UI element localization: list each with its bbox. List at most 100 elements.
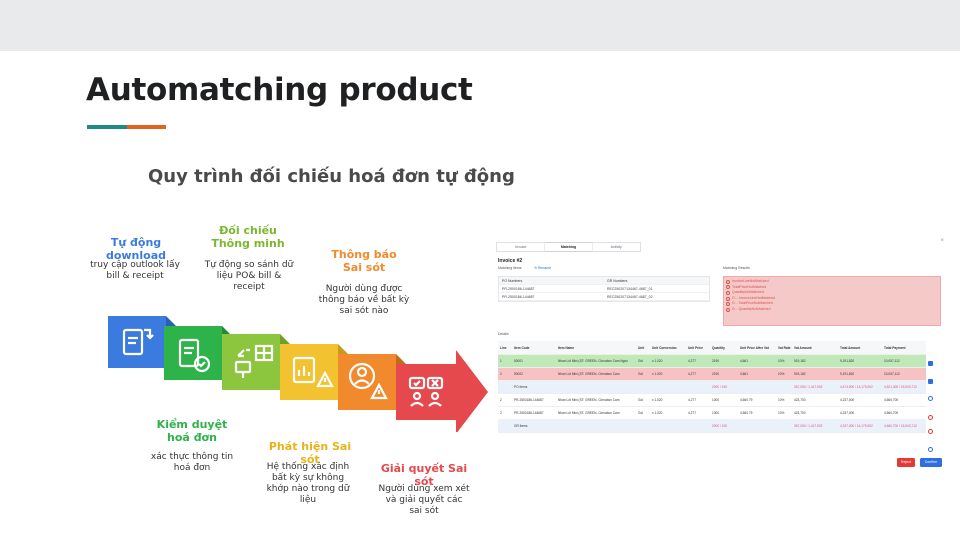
table-row[interactable]: PR-2500186-144687 REC250207134467-4687_0… xyxy=(499,293,709,301)
step-title-download: Tự động download xyxy=(105,236,167,262)
table-cell: 4,277 xyxy=(688,372,696,376)
invoice-tabs: Invoice Matching Activity xyxy=(496,242,641,252)
table-cell: 367,000 / 1,417,902 xyxy=(794,385,823,389)
error-icon xyxy=(726,279,730,284)
table-row[interactable]: GR Items 2000 / 190 367,000 / 1,417,902 4,2… xyxy=(498,420,926,433)
po-number: PR-2500186-144687 xyxy=(502,295,535,299)
table-cell: 10% xyxy=(778,398,785,402)
table-cell: 423,700 xyxy=(794,398,806,402)
column-header: Unit Conversion xyxy=(652,345,677,350)
table-cell: 919,182 xyxy=(794,359,806,363)
edit-icon[interactable] xyxy=(928,361,933,366)
table-cell: 2 xyxy=(500,411,502,415)
result-item: G... QuantityNotMatched xyxy=(726,307,938,313)
table-cell: 4,660,700 xyxy=(884,398,899,402)
table-cell: Gói xyxy=(638,359,643,363)
table-cell: 423,700 xyxy=(794,411,806,415)
step-title-detect-errors: Phát hiện Sai sót xyxy=(268,440,352,466)
result-item: InvoiceLineNotMatched xyxy=(726,279,938,285)
column-header: Total Payment xyxy=(884,345,906,350)
result-item: G... TotalPriceNotMatched xyxy=(726,301,938,307)
table-cell: 10% xyxy=(778,359,785,363)
confirm-button[interactable]: Confirm xyxy=(920,458,942,467)
rename-link[interactable]: ⟲ Rename xyxy=(534,266,552,270)
table-header: PO Numbers GR Numbers xyxy=(499,277,709,285)
table-cell: 10,057,112 xyxy=(884,372,900,376)
error-icon xyxy=(726,285,730,290)
table-cell: 4,237,000 / 14,175,902 xyxy=(840,424,873,428)
step-title-verify-invoice: Kiểm duyệt hoá đơn xyxy=(156,418,228,444)
column-header: Quantity xyxy=(712,345,725,350)
table-cell: 2190 xyxy=(712,359,720,363)
tab-matching[interactable]: Matching xyxy=(544,243,593,251)
table-cell: x 1.020 xyxy=(652,398,663,402)
error-icon xyxy=(726,307,730,312)
column-header: Unit Price After Vat xyxy=(740,345,769,350)
table-cell: 4,660.79 xyxy=(740,411,753,415)
chart-warning-icon xyxy=(292,356,334,388)
table-cell: 9,191,820 xyxy=(840,372,855,376)
table-cell: PR-2500186-144687 xyxy=(514,411,544,415)
reject-button[interactable]: Reject xyxy=(897,458,915,467)
remove-icon[interactable] xyxy=(928,429,933,434)
table-row[interactable]: PO Items 2000 / 190 367,000 / 1,417,902 4,4… xyxy=(498,381,926,394)
step-desc-download: truy cập outlook lấy bill & receipt xyxy=(90,260,180,281)
matching-results-box: InvoiceLineNotMatched TotalPriceNotMatch… xyxy=(723,276,941,326)
table-cell: 10% xyxy=(778,411,785,415)
step-title-notify-errors: Thông báo Sai sót xyxy=(331,248,397,274)
panel-compare xyxy=(222,334,290,396)
table-row[interactable]: 1 50001 Nhan Lót Mini (ST: GREEN- Cinnabox… xyxy=(498,355,926,368)
table-cell: 4,661 xyxy=(740,372,748,376)
matching-items-table: PO Numbers GR Numbers PR-2500186-144687 … xyxy=(498,276,710,302)
column-header: Vat Rate xyxy=(778,345,791,350)
table-cell: Nhan Lót Mini (ST: GREEN- Cinnabox Cam xyxy=(558,411,620,415)
edit-icon[interactable] xyxy=(928,379,933,384)
table-cell: 50002 xyxy=(514,372,523,376)
step-title-smart-compare: Đối chiếu Thông minh xyxy=(211,224,285,250)
column-header: Total Amount xyxy=(840,345,861,350)
table-row[interactable]: 2 PR-2500186-144687 Nhan Lót Mini (ST: GRE… xyxy=(498,407,926,420)
table-cell: 4,237,000 xyxy=(840,398,855,402)
tab-invoice[interactable]: Invoice xyxy=(515,245,527,249)
table-cell: PO Items xyxy=(514,385,528,389)
process-title: Quy trình đối chiếu hoá đơn tự động xyxy=(148,166,515,187)
matching-items-label: Matching items xyxy=(498,266,522,270)
po-number: PR-2500186-144687 xyxy=(502,287,535,291)
table-row[interactable]: PR-2500186-144687 REC250207134467-4687_0… xyxy=(499,285,709,293)
invoice-title: Invoice #2 xyxy=(498,258,523,264)
table-cell: 1000 xyxy=(712,411,720,415)
panel-resolve-arrow xyxy=(396,350,488,432)
gr-number: REC250207134467-4687_01 xyxy=(607,287,653,291)
matching-results-label: Matching Results xyxy=(723,266,750,270)
tab-activity[interactable]: Activity xyxy=(610,245,622,249)
table-cell: 2000 / 190 xyxy=(712,385,728,389)
column-header: Item Name xyxy=(558,345,575,350)
table-cell: 10,057,112 xyxy=(884,359,900,363)
table-cell: 50001 xyxy=(514,359,523,363)
user-warning-icon xyxy=(348,362,388,400)
top-bar xyxy=(0,0,960,51)
table-cell: Gói xyxy=(638,372,643,376)
step-desc-notify-errors: Người dùng được thông báo về bất kỳ sai … xyxy=(318,284,410,316)
table-cell: x 1.020 xyxy=(652,359,663,363)
info-icon[interactable] xyxy=(928,447,933,452)
result-item: G... InvoiceLineNotMatched xyxy=(726,296,938,302)
remove-icon[interactable] xyxy=(928,415,933,420)
table-cell: Gói xyxy=(638,398,643,402)
slide-title: Automatching product xyxy=(86,72,473,108)
table-row[interactable]: 2 50002 Nhan Lót Mini (ST: GREEN- Cinnabox… xyxy=(498,368,926,381)
table-row[interactable]: 2 PR-2500186-144687 Nhan Lót Mini (ST: GRE… xyxy=(498,394,926,407)
gr-number: REC250207134467-4687_02 xyxy=(607,295,653,299)
step-desc-detect-errors: Hệ thống xác định bất kỳ sự không khớp n… xyxy=(266,462,350,505)
table-cell: Gói xyxy=(638,411,643,415)
close-icon[interactable]: × xyxy=(940,238,944,244)
column-header: PO Numbers xyxy=(502,279,523,283)
info-icon[interactable] xyxy=(928,396,933,401)
table-cell: 10% xyxy=(778,372,785,376)
column-header: GR Numbers xyxy=(607,279,628,283)
table-cell: 367,000 / 1,417,902 xyxy=(794,424,823,428)
process-flow-diagram xyxy=(108,316,488,432)
table-cell: 4,660,700 / 15,543,712 xyxy=(884,424,917,428)
table-cell: x 1.020 xyxy=(652,411,663,415)
table-cell: 1000 xyxy=(712,398,720,402)
